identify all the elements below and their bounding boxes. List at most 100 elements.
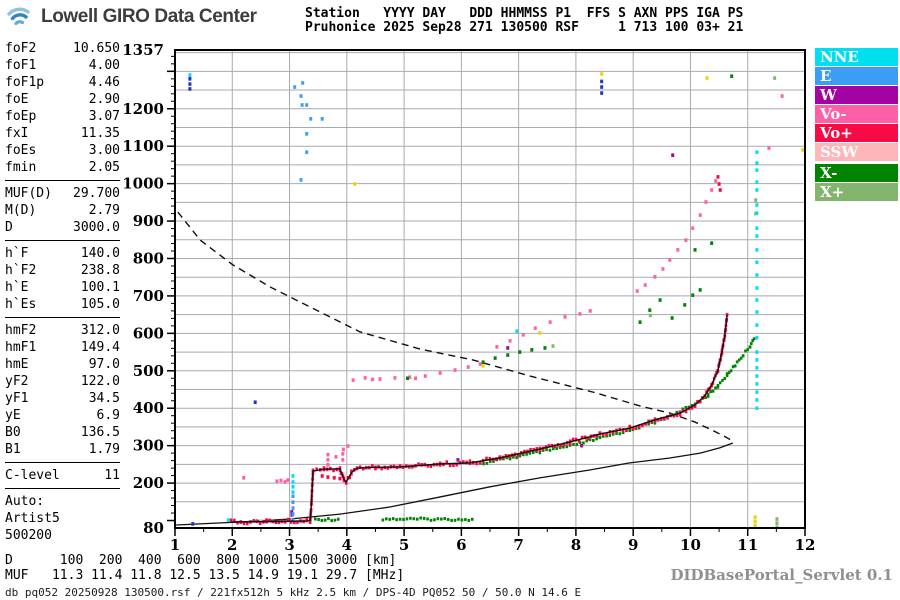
param-value: 2.05: [88, 160, 120, 175]
svg-text:2: 2: [227, 536, 237, 554]
svg-text:200: 200: [133, 474, 164, 492]
svg-text:7: 7: [513, 536, 523, 554]
param-row: MUF(D) 29.700: [5, 185, 120, 202]
param-label: yF2: [5, 374, 29, 389]
svg-text:3: 3: [284, 536, 294, 554]
svg-text:400: 400: [133, 399, 164, 417]
param-label: foF2: [5, 41, 37, 56]
panel-divider: [5, 240, 120, 241]
direction-legend: NNE E W Vo- Vo+ SSW X- X+: [815, 48, 898, 202]
param-value: 122.0: [80, 374, 120, 389]
param-value: 6.9: [96, 408, 120, 423]
param-row: h`Es 105.0: [5, 296, 120, 313]
param-row: yF2 122.0: [5, 373, 120, 390]
param-label: foE: [5, 92, 29, 107]
auto-label: Auto:: [5, 494, 45, 509]
param-value: 238.8: [80, 263, 120, 278]
param-row: foF2 10.650: [5, 40, 120, 57]
distance-row: D 100 200 400 600 800 1000 1500 3000 [km…: [5, 553, 397, 568]
param-value: 3.00: [88, 143, 120, 158]
panel-divider: [5, 180, 120, 181]
param-label: D: [5, 220, 13, 235]
param-row: hmF1 149.4: [5, 339, 120, 356]
svg-text:1: 1: [170, 536, 180, 554]
param-row: hmF2 312.0: [5, 322, 120, 339]
giro-logo-icon: [7, 7, 30, 26]
svg-text:11: 11: [737, 536, 758, 554]
svg-text:500: 500: [133, 362, 164, 380]
param-value: 100.1: [80, 280, 120, 295]
param-label: foF1: [5, 58, 37, 73]
param-value: 2.79: [88, 203, 120, 218]
svg-text:600: 600: [133, 324, 164, 342]
param-value: 11.35: [80, 126, 120, 141]
param-value: 4.00: [88, 58, 120, 73]
param-value: 4.46: [88, 75, 120, 90]
param-row: M(D) 2.79: [5, 202, 120, 219]
station-info-block: Station YYYY DAY DDD HHMMSS P1 FFS S AXN…: [305, 7, 743, 35]
parameter-panel: foF2 10.650 foF1 4.00 foF1p 4.46 foE 2.90 foEp 3.…: [5, 40, 120, 544]
svg-text:5: 5: [399, 536, 409, 554]
param-row: foEs 3.00: [5, 142, 120, 159]
param-row: foEp 3.07: [5, 108, 120, 125]
svg-text:4: 4: [342, 536, 352, 554]
brand-title: Lowell GIRO Data Center: [41, 6, 257, 27]
giro-brand: Lowell GIRO Data Center: [6, 4, 257, 30]
servlet-version-label: DIDBasePortal_Servlet 0.1: [670, 566, 893, 584]
svg-text:80: 80: [143, 519, 164, 537]
svg-text:700: 700: [133, 287, 164, 305]
svg-text:10: 10: [680, 536, 701, 554]
param-label: h`F: [5, 246, 29, 261]
svg-text:1000: 1000: [122, 175, 164, 193]
param-row: foE 2.90: [5, 91, 120, 108]
svg-text:300: 300: [133, 437, 164, 455]
param-row: B1 1.79: [5, 441, 120, 458]
param-label: MUF(D): [5, 186, 52, 201]
svg-text:6: 6: [456, 536, 466, 554]
param-row: h`E 100.1: [5, 279, 120, 296]
param-row: yE 6.9: [5, 407, 120, 424]
param-label: fxI: [5, 126, 29, 141]
param-label: h`F2: [5, 263, 37, 278]
param-label: B1: [5, 442, 21, 457]
param-value: 149.4: [80, 340, 120, 355]
param-label: foEp: [5, 109, 37, 124]
param-label: hmF1: [5, 340, 37, 355]
param-row: h`F2 238.8: [5, 262, 120, 279]
param-row: foF1 4.00: [5, 57, 120, 74]
param-label: yF1: [5, 391, 29, 406]
param-value: 136.5: [80, 425, 120, 440]
param-value: 34.5: [88, 391, 120, 406]
param-label: h`Es: [5, 297, 37, 312]
param-row: hmE 97.0: [5, 356, 120, 373]
station-header-line: Station YYYY DAY DDD HHMMSS P1 FFS S AXN…: [305, 6, 744, 21]
svg-text:1357: 1357: [122, 41, 164, 59]
svg-text:9: 9: [628, 536, 638, 554]
param-label: foF1p: [5, 75, 45, 90]
param-label: hmF2: [5, 323, 37, 338]
muf-row: MUF 11.3 11.4 11.8 12.5 13.5 14.9 19.1 2…: [5, 568, 405, 583]
legend-item-e: E: [815, 67, 898, 85]
legend-item-x: X-: [815, 164, 898, 182]
param-label: B0: [5, 425, 21, 440]
param-value: 29.700: [73, 186, 120, 201]
param-row: foF1p 4.46: [5, 74, 120, 91]
auto-value-line: Artist5: [5, 511, 60, 526]
legend-item-vo: Vo+: [815, 124, 898, 142]
svg-text:1100: 1100: [122, 137, 164, 155]
panel-divider: [5, 462, 120, 463]
legend-item-vo: Vo-: [815, 105, 898, 123]
svg-text:8: 8: [571, 536, 581, 554]
param-value: 3.07: [88, 109, 120, 124]
param-value: 2.90: [88, 92, 120, 107]
svg-text:12: 12: [795, 536, 816, 554]
param-value: 312.0: [80, 323, 120, 338]
param-value: 11: [104, 468, 120, 483]
param-row: fmin 2.05: [5, 159, 120, 176]
legend-item-ssw: SSW: [815, 143, 898, 161]
svg-text:800: 800: [133, 249, 164, 267]
param-row: C-level 11: [5, 467, 120, 484]
param-label: h`E: [5, 280, 29, 295]
measurement-info-line: db pq052 20250928 130500.rsf / 221fx512h…: [5, 586, 582, 599]
